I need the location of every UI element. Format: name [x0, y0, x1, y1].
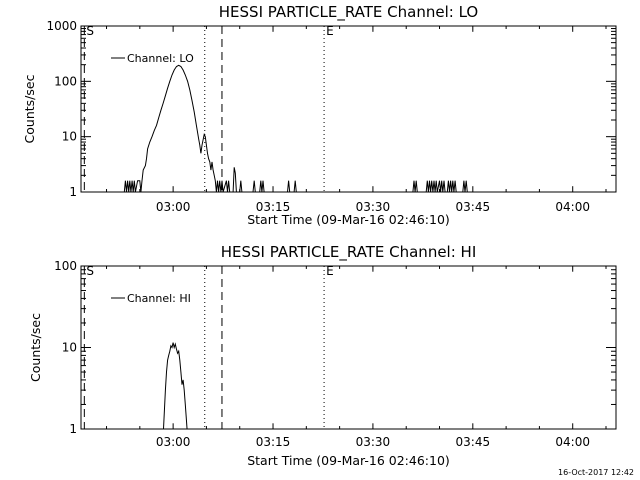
x-tick-label: 03:30 — [356, 200, 391, 214]
x-tick-label: 03:45 — [456, 435, 491, 449]
x-tick-label: 03:45 — [456, 200, 491, 214]
marker-label: E — [326, 24, 334, 38]
y-tick-label: 100 — [54, 74, 77, 88]
x-axis-label: Start Time (09-Mar-16 02:46:10) — [247, 453, 450, 468]
series-line — [123, 64, 468, 192]
x-axis-label: Start Time (09-Mar-16 02:46:10) — [247, 212, 450, 227]
x-tick-label: 03:00 — [156, 435, 191, 449]
y-tick-label: 1000 — [46, 19, 77, 33]
chart-title: HESSI PARTICLE_RATE Channel: LO — [219, 3, 478, 22]
x-tick-label: 04:00 — [555, 200, 590, 214]
x-tick-label: 04:00 — [555, 435, 590, 449]
y-tick-label: 1 — [69, 422, 77, 436]
plot-timestamp: 16-Oct-2017 12:42 — [558, 468, 634, 477]
legend-label: Channel: HI — [127, 292, 191, 305]
marker-label: E — [326, 264, 334, 278]
y-tick-label: 10 — [62, 341, 77, 355]
y-tick-label: 100 — [54, 259, 77, 273]
legend-label: Channel: LO — [127, 52, 194, 65]
y-axis-label: Counts/sec — [28, 313, 43, 382]
marker-label: S — [86, 264, 94, 278]
x-tick-label: 03:00 — [156, 200, 191, 214]
plot-frame — [80, 265, 617, 430]
marker-label: S — [86, 24, 94, 38]
x-tick-label: 03:30 — [356, 435, 391, 449]
chart-title: HESSI PARTICLE_RATE Channel: HI — [221, 243, 477, 262]
x-tick-label: 03:15 — [256, 200, 291, 214]
y-axis-label: Counts/sec — [22, 74, 37, 143]
plot-frame — [80, 25, 617, 193]
y-tick-label: 10 — [62, 130, 77, 144]
x-tick-label: 03:15 — [256, 435, 291, 449]
series-line — [162, 342, 188, 429]
y-tick-label: 1 — [69, 185, 77, 199]
